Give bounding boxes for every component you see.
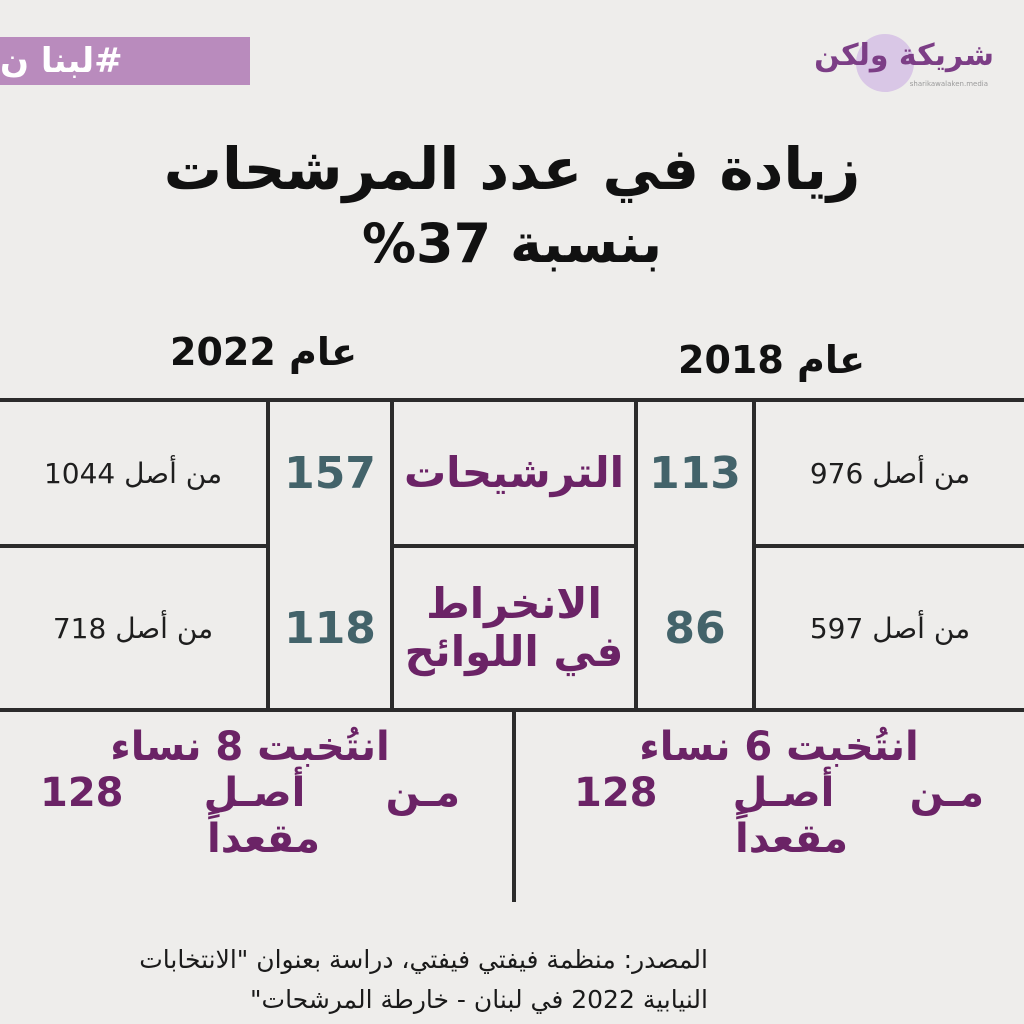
row1-label: الترشيحات bbox=[403, 447, 625, 497]
logo-circle bbox=[856, 34, 914, 92]
logo-text: شريكة ولكن bbox=[814, 38, 994, 73]
grid-vline-2 bbox=[390, 398, 394, 710]
row2-label-line1: الانخراط bbox=[426, 578, 602, 628]
hashtag-badge: #لبنا ن bbox=[0, 37, 250, 85]
page-title-line1: زيادة في عدد المرشحات bbox=[163, 135, 861, 203]
row2-2022-value: 118 bbox=[284, 602, 376, 654]
women-2018-word2: أصـل bbox=[732, 770, 835, 816]
grid-vline-1 bbox=[266, 398, 270, 710]
logo: شريكة ولكن sharikawalaken.media bbox=[814, 28, 994, 98]
divider-women bbox=[512, 712, 516, 902]
source-line2: النيابية 2022 في لبنان - خارطة المرشحات" bbox=[250, 985, 708, 1014]
women-2018-line1: انتُخبت 6 نساء bbox=[639, 724, 919, 770]
women-2022-word1: مـن bbox=[385, 770, 460, 816]
row1-2018-value: 113 bbox=[649, 447, 741, 499]
row2-2022-of: من أصل 718 bbox=[52, 611, 214, 645]
women-2022-line1: انتُخبت 8 نساء bbox=[110, 724, 390, 770]
grid-vline-4 bbox=[752, 398, 756, 710]
women-2018: انتُخبت 6 نساء مـن أصـل 128 مقعداً bbox=[574, 724, 984, 862]
page-title-line2: بنسبة 37% bbox=[361, 212, 663, 275]
women-2022-word3: 128 bbox=[40, 770, 124, 816]
grid-vline-3 bbox=[634, 398, 638, 710]
women-2022-line3: مقعداً bbox=[207, 816, 320, 862]
grid-line-top bbox=[0, 398, 1024, 402]
row2-label: الانخراط في اللوائح bbox=[394, 548, 634, 708]
logo-subtitle: sharikawalaken.media bbox=[909, 80, 988, 88]
row1-2018-of: من أصل 976 bbox=[809, 456, 971, 490]
women-2018-line2: مـن أصـل 128 bbox=[574, 770, 984, 816]
women-2018-word3: 128 bbox=[574, 770, 658, 816]
grid-line-bottom bbox=[0, 708, 1024, 712]
row1-2022-of: من أصل 1044 bbox=[43, 456, 223, 490]
grid-line-left-middle bbox=[0, 544, 268, 548]
grid-line-center-middle bbox=[392, 544, 636, 548]
women-2018-line3: مقعداً bbox=[735, 816, 848, 862]
source-line1: المصدر: منظمة فيفتي فيفتي، دراسة بعنوان … bbox=[139, 945, 708, 974]
year-2022-header: عام 2022 bbox=[170, 330, 358, 374]
row2-label-line2: في اللوائح bbox=[404, 627, 624, 676]
women-2022-line2: مـن أصـل 128 bbox=[40, 770, 460, 816]
source-note: المصدر: منظمة فيفتي فيفتي، دراسة بعنوان … bbox=[18, 940, 708, 1020]
grid-line-right-middle bbox=[754, 544, 1024, 548]
year-2018-header: عام 2018 bbox=[678, 338, 866, 382]
women-2018-word1: مـن bbox=[909, 770, 984, 816]
row2-2018-of: من أصل 597 bbox=[809, 611, 971, 645]
row1-2022-value: 157 bbox=[284, 447, 376, 499]
women-2022-word2: أصـل bbox=[203, 770, 306, 816]
row2-2018-value: 86 bbox=[664, 602, 726, 654]
women-2022: انتُخبت 8 نساء مـن أصـل 128 مقعداً bbox=[40, 724, 460, 862]
